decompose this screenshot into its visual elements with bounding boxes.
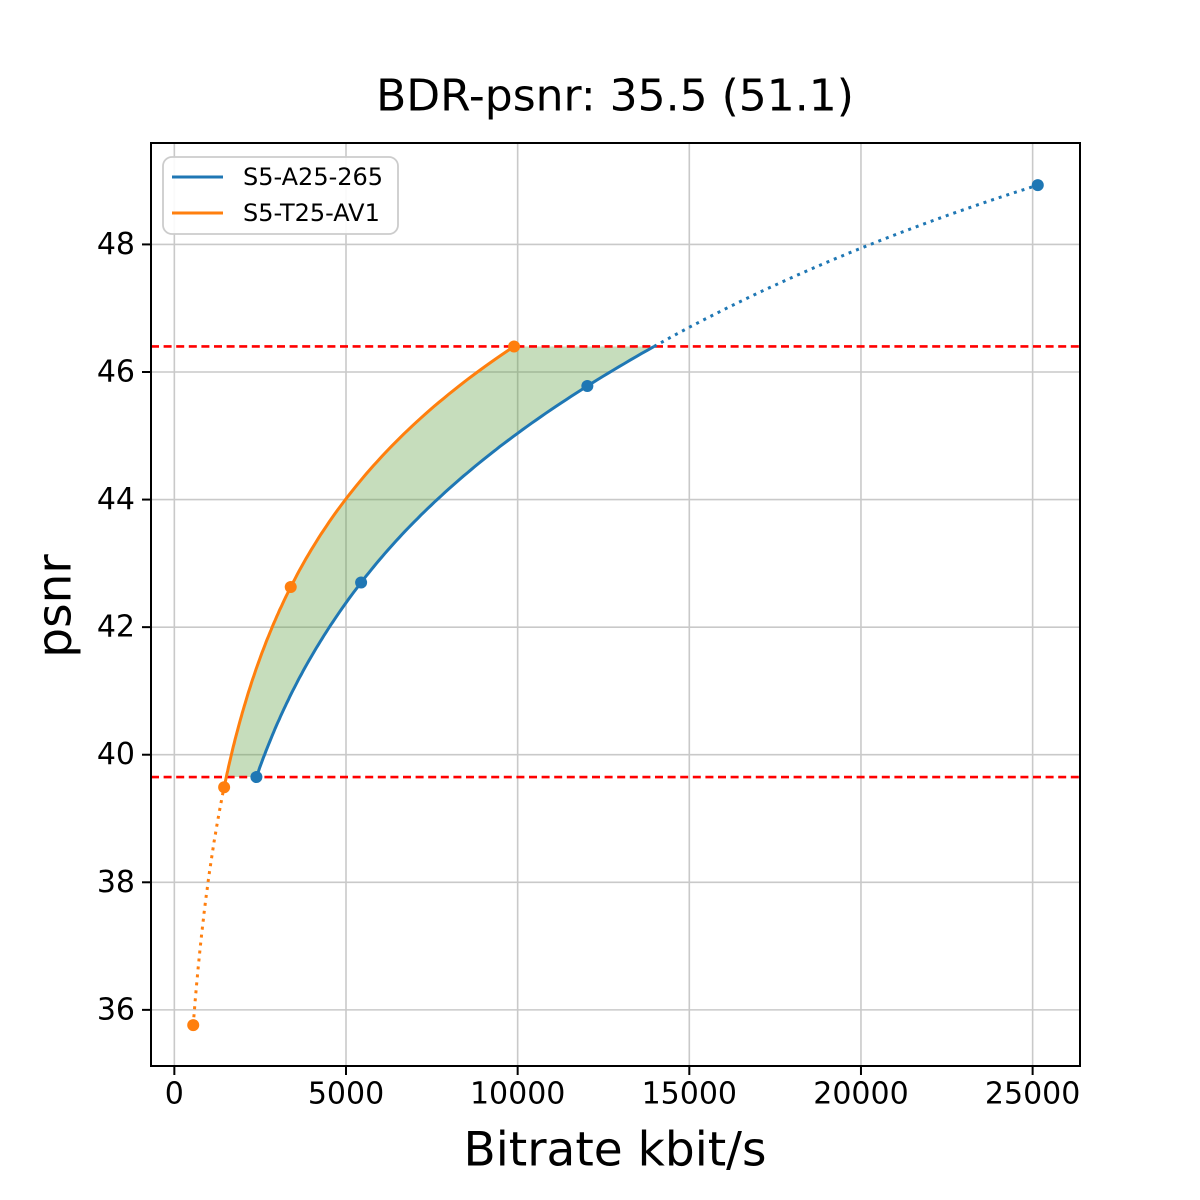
y-axis-label: psnr [28,554,83,658]
bd-rate-shaded-area [226,346,655,777]
plot-border [150,142,1081,1067]
data-point-marker-S5-T25-AV1 [218,781,231,794]
ticks-layer: 0 5000 10000 15000 20000 25000 36 38 40 42 44 46 48 [97,227,1081,1112]
series-curve-dotted-S5-A25-265 [653,183,1039,348]
ref-lines-layer [151,345,1080,779]
data-point-marker-S5-A25-265 [1031,179,1044,192]
data-point-marker-S5-T25-AV1 [284,580,297,593]
x-axis-label: Bitrate kbit/s [464,1123,767,1178]
x-tick-label: 5000 [308,1077,384,1112]
series-curve-dotted-S5-T25-AV1 [191,786,226,1026]
series-curve-solid-S5-A25-265 [254,345,655,778]
y-tick-label: 38 [97,865,135,900]
x-tick-label: 0 [165,1077,184,1112]
data-point-marker-S5-T25-AV1 [508,340,521,353]
grid-layer [151,143,1080,1066]
data-point-marker-S5-A25-265 [250,771,263,784]
markers-layer [187,179,1044,1032]
x-tick-label: 25000 [985,1077,1080,1112]
x-tick-label: 10000 [470,1077,565,1112]
y-tick-label: 44 [97,482,135,517]
y-tick-label: 46 [97,354,135,389]
x-tick-label: 15000 [642,1077,737,1112]
legend-label-series-0: S5-A25-265 [243,163,383,191]
legend: S5-A25-265 S5-T25-AV1 [162,156,399,235]
y-tick-label: 40 [97,737,135,772]
y-tick-label: 48 [97,227,135,262]
data-point-marker-S5-A25-265 [355,576,368,589]
x-tick-label: 20000 [813,1077,908,1112]
data-point-marker-S5-A25-265 [581,380,594,393]
shaded-band-layer [226,346,655,777]
y-tick-label: 36 [97,992,135,1027]
y-tick-label: 42 [97,610,135,645]
data-point-marker-S5-T25-AV1 [187,1019,200,1032]
legend-label-series-1: S5-T25-AV1 [243,199,380,227]
chart-title: BDR-psnr: 35.5 (51.1) [376,71,854,122]
